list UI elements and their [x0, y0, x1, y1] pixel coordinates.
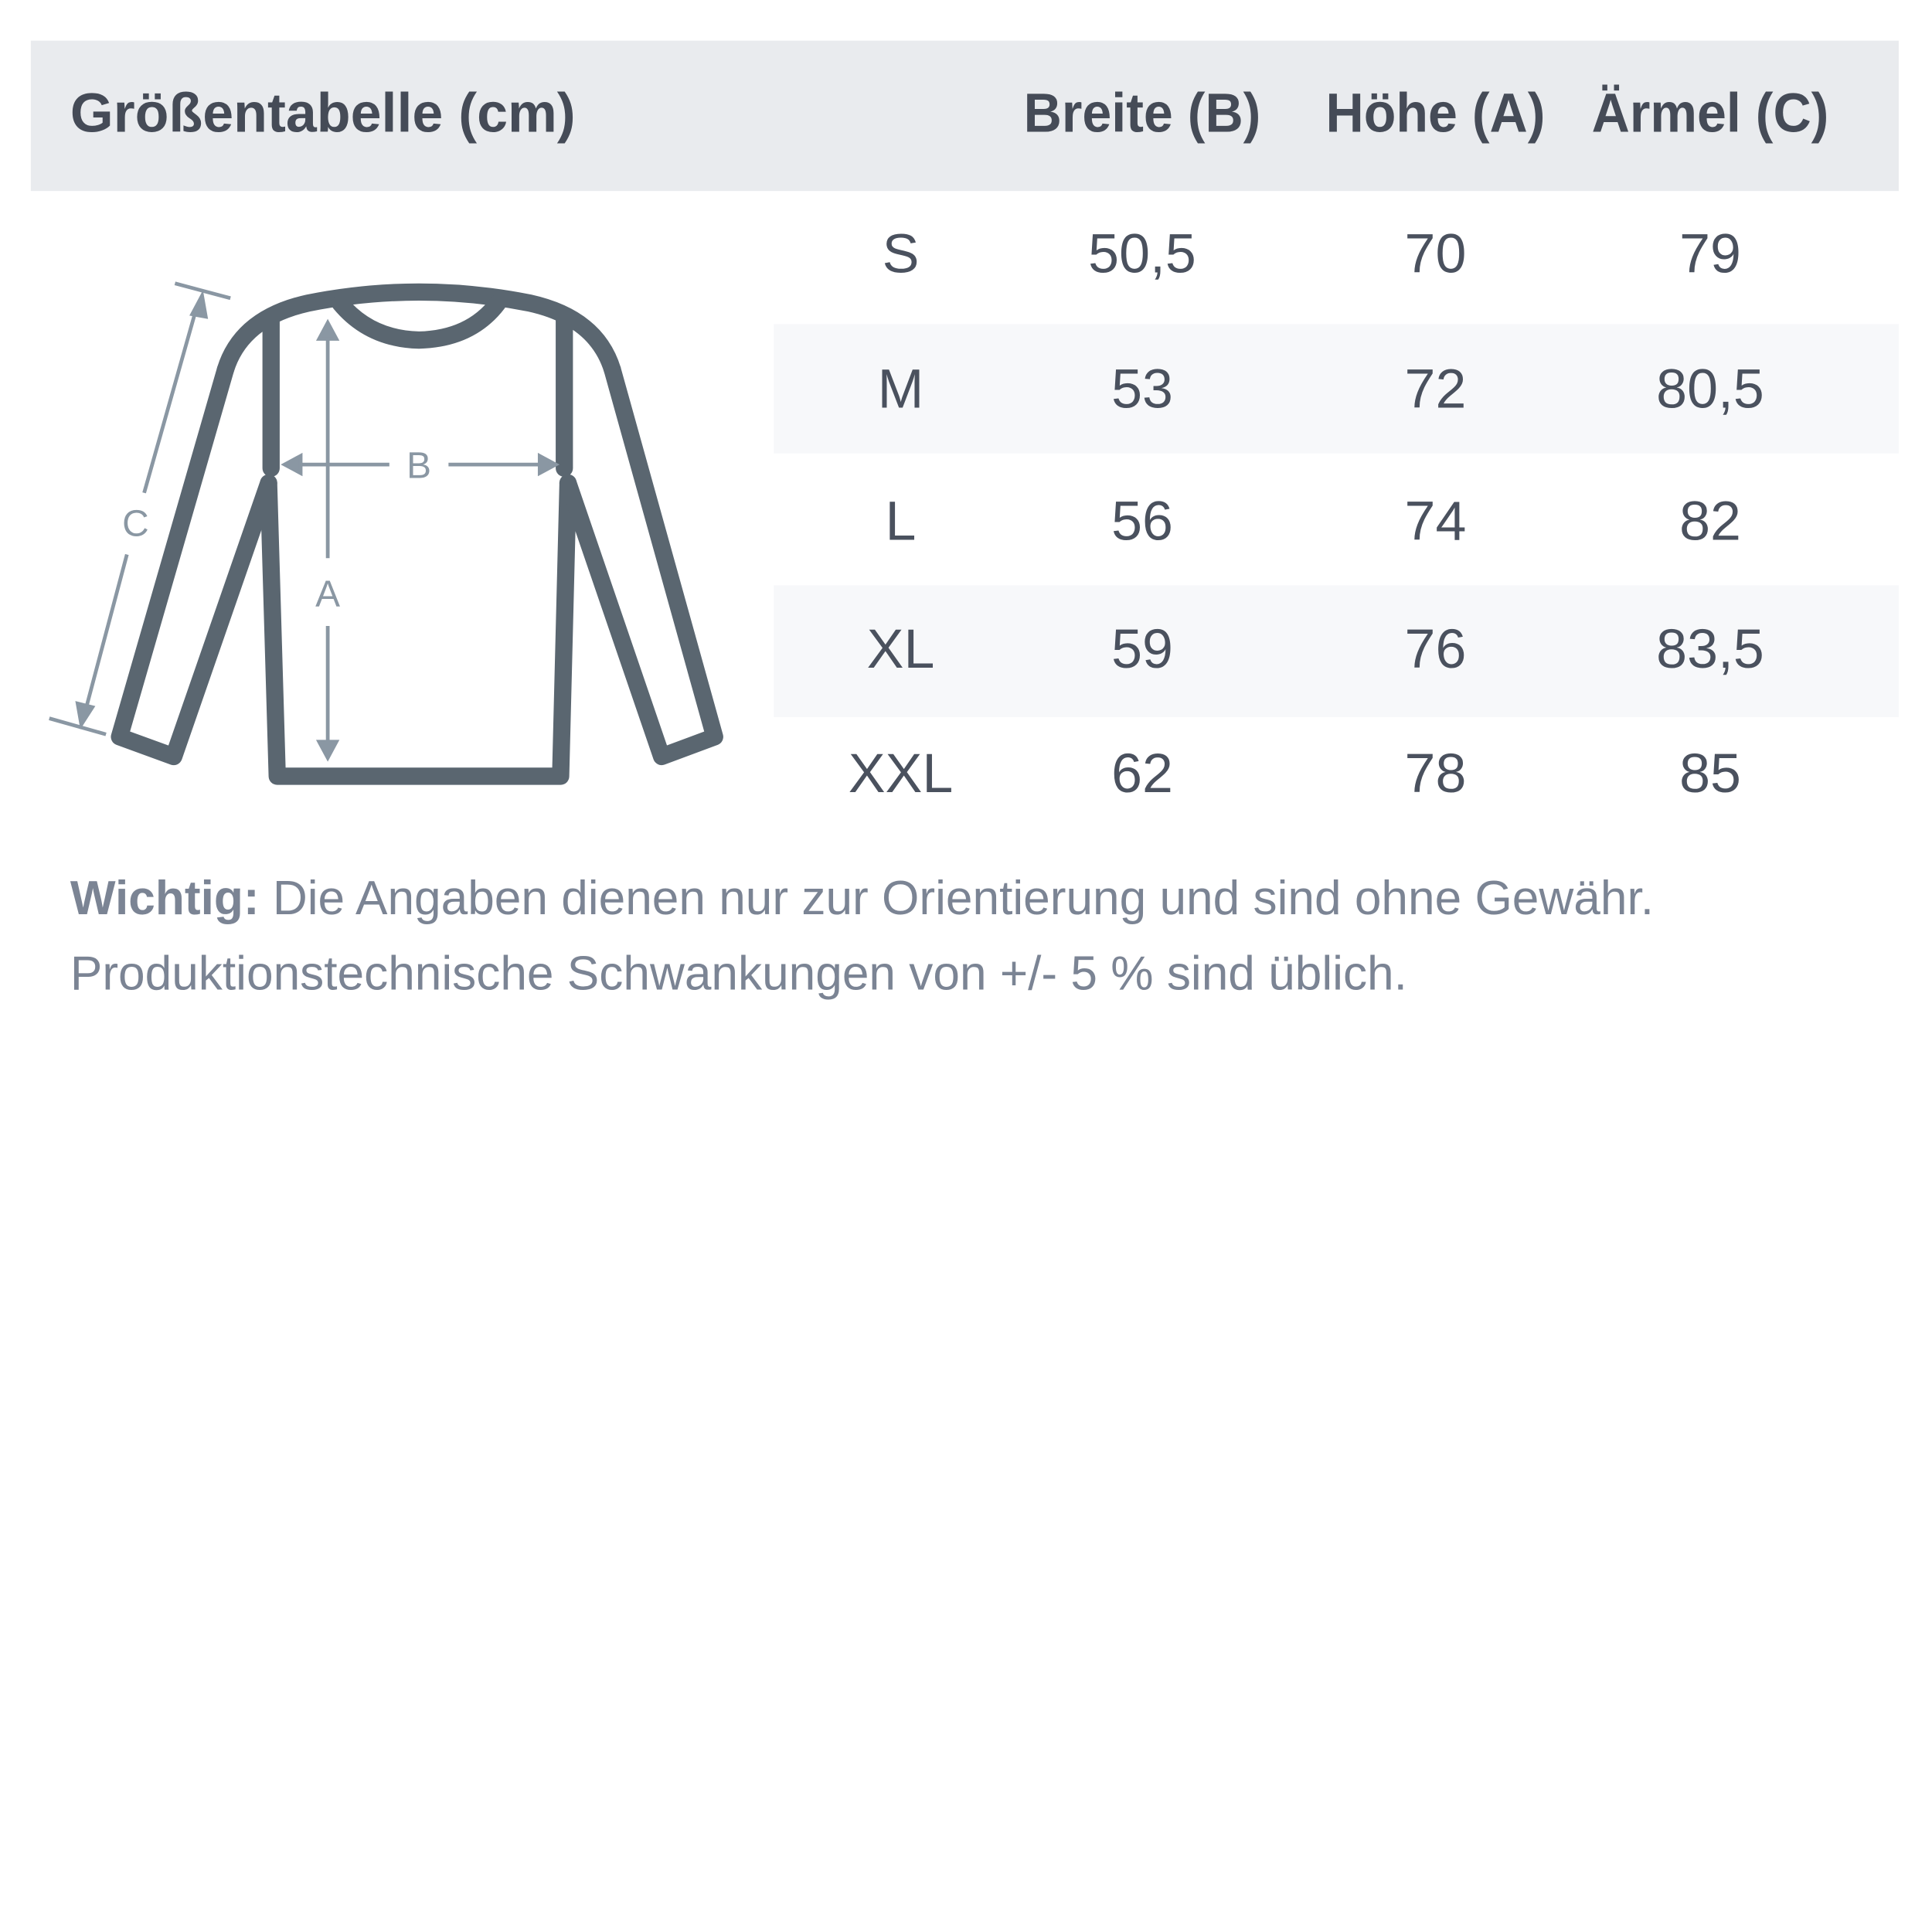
- size-cell: XXL: [848, 741, 954, 805]
- column-header-aermel: Ärmel (C): [1591, 81, 1829, 145]
- value-cell: 78: [1404, 741, 1467, 805]
- row-stripe: [774, 324, 1899, 454]
- page-title: Größentabelle (cm): [70, 81, 576, 145]
- size-cell: S: [882, 221, 920, 285]
- value-cell: 76: [1404, 617, 1467, 681]
- value-cell: 83,5: [1656, 617, 1764, 681]
- measurement-arrows-icon: [49, 281, 560, 762]
- value-cell: 82: [1679, 488, 1741, 553]
- column-header-hoehe: Höhe (A): [1325, 81, 1546, 145]
- value-cell: 70: [1404, 221, 1467, 285]
- value-cell: 74: [1404, 488, 1467, 553]
- value-cell: 56: [1111, 488, 1173, 553]
- value-cell: 79: [1679, 221, 1741, 285]
- size-cell: XL: [866, 617, 935, 681]
- row-stripe: [774, 585, 1899, 717]
- size-cell: M: [877, 357, 924, 420]
- value-cell: 50,5: [1088, 221, 1196, 285]
- label-c: C: [122, 504, 149, 545]
- value-cell: 72: [1404, 357, 1467, 420]
- size-cell: L: [885, 488, 917, 553]
- value-cell: 53: [1111, 357, 1173, 420]
- value-cell: 80,5: [1656, 357, 1764, 420]
- note-line-2: Produktionstechnische Schwankungen von +…: [70, 947, 1407, 1001]
- sweater-outline-icon: [111, 283, 723, 785]
- note-line-1: Wichtig: Die Angaben dienen nur zur Orie…: [70, 872, 1654, 927]
- label-b: B: [406, 446, 431, 487]
- value-cell: 62: [1111, 741, 1173, 805]
- sweater-diagram: A B C: [49, 281, 723, 785]
- note-bold: Wichtig:: [70, 872, 260, 926]
- value-cell: 59: [1111, 617, 1173, 681]
- value-cell: 85: [1679, 741, 1741, 805]
- note-text: Die Angaben dienen nur zur Orientierung …: [259, 872, 1655, 926]
- label-a: A: [315, 573, 340, 614]
- header-band: [30, 40, 1899, 192]
- column-header-breite: Breite (B): [1023, 81, 1261, 145]
